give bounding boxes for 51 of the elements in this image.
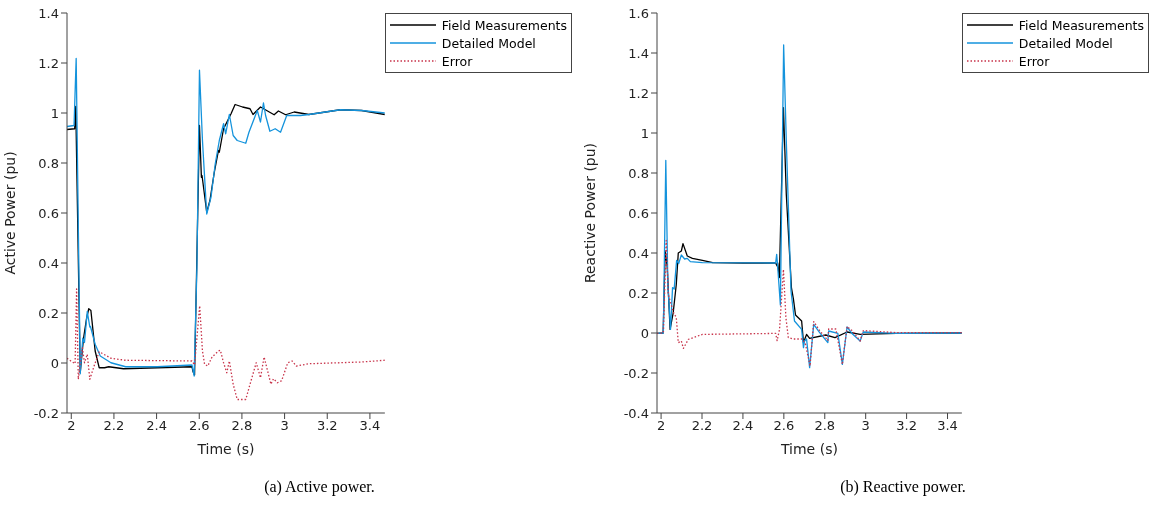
y-tick-label: -0.4 xyxy=(623,405,649,421)
text: (a) Active power. xyxy=(263,478,376,496)
x-tick-label: 3 xyxy=(861,418,870,434)
x-tick-label: 2 xyxy=(656,418,666,434)
y-tick-label: 0.2 xyxy=(38,305,59,321)
y-tick-label: 0.6 xyxy=(38,205,59,221)
y-tick-label: 1.2 xyxy=(628,85,649,101)
legend-label: Field Measurements xyxy=(441,17,567,33)
line-series xyxy=(657,239,962,367)
x-tick-label: 2.6 xyxy=(188,418,210,434)
y-tick-label: 0.4 xyxy=(38,255,59,271)
x-tick-label: 2.6 xyxy=(773,418,795,434)
y-tick-label: -0.2 xyxy=(623,365,649,381)
line-series xyxy=(657,44,962,369)
x-tick-label: 3.2 xyxy=(896,418,917,434)
legend-label: Detailed Model xyxy=(1018,35,1113,51)
legend-label: Error xyxy=(441,53,473,69)
y-axis-title: Reactive Power (pu) xyxy=(581,142,598,284)
legend-label: Error xyxy=(1018,53,1050,69)
x-tick-label: 3 xyxy=(280,418,289,434)
x-tick-label: 2.2 xyxy=(103,418,125,434)
x-axis-title: Time (s) xyxy=(196,441,255,457)
x-tick-label: 2.4 xyxy=(732,418,754,434)
y-tick-label: 0 xyxy=(640,325,649,341)
x-tick-label: 3.4 xyxy=(359,418,381,434)
y-axis-title: Active Power (pu) xyxy=(1,151,18,275)
y-tick-label: -0.2 xyxy=(33,405,59,421)
y-tick-label: 1.4 xyxy=(628,45,649,61)
x-tick-label: 3.2 xyxy=(316,418,338,434)
text: (b) Reactive power. xyxy=(839,478,967,496)
y-tick-label: 1.6 xyxy=(628,5,649,21)
y-tick-label: 1 xyxy=(50,105,59,121)
x-tick-label: 2.2 xyxy=(691,418,713,434)
legend-label: Field Measurements xyxy=(1018,17,1144,33)
y-tick-label: 0.2 xyxy=(628,285,649,301)
y-tick-label: 1.4 xyxy=(38,5,59,21)
y-tick-label: 0 xyxy=(50,355,59,371)
y-tick-label: 1 xyxy=(640,125,649,141)
legend-label: Detailed Model xyxy=(441,35,536,51)
x-tick-label: 2.8 xyxy=(231,418,253,434)
y-tick-label: 0.8 xyxy=(38,155,59,171)
x-tick-label: 3.4 xyxy=(937,418,958,434)
y-tick-label: 0.8 xyxy=(628,165,649,181)
x-tick-label: 2 xyxy=(67,418,76,434)
x-axis-title: Time (s) xyxy=(779,441,838,457)
x-tick-label: 2.8 xyxy=(814,418,836,434)
y-tick-label: 1.2 xyxy=(38,55,59,71)
y-tick-label: 0.4 xyxy=(628,245,649,261)
y-tick-label: 0.6 xyxy=(628,205,649,221)
x-tick-label: 2.4 xyxy=(146,418,167,434)
line-series xyxy=(67,288,385,401)
